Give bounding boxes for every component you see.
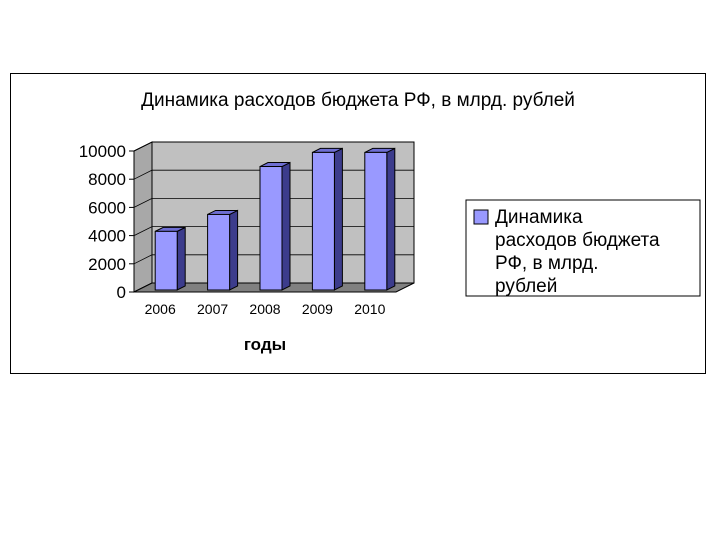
bar bbox=[154, 230, 178, 291]
bar bbox=[207, 213, 231, 291]
side-wall bbox=[133, 141, 153, 293]
bar bbox=[311, 151, 335, 291]
x-axis-label: годы bbox=[244, 335, 286, 354]
legend-line-4: рублей bbox=[495, 276, 557, 297]
legend-line-3: РФ, в млрд. bbox=[495, 253, 598, 274]
y-tick-label: 4000 bbox=[88, 227, 126, 246]
legend-line-2: расходов бюджета bbox=[495, 230, 660, 251]
legend: Динамика расходов бюджета РФ, в млрд. ру… bbox=[465, 199, 701, 297]
y-tick-label: 6000 bbox=[88, 198, 126, 217]
legend-line-1: Динамика bbox=[495, 207, 583, 228]
x-tick-label: 2010 bbox=[354, 301, 385, 317]
y-tick-label: 8000 bbox=[88, 170, 126, 189]
bar-side bbox=[176, 226, 186, 291]
gridline bbox=[133, 141, 414, 152]
bar-side bbox=[281, 161, 291, 291]
x-tick-label: 2008 bbox=[249, 301, 280, 317]
bar-side bbox=[229, 209, 239, 291]
bar bbox=[259, 166, 283, 291]
legend-box bbox=[465, 199, 701, 297]
bar-side bbox=[333, 147, 343, 291]
x-tick-label: 2009 bbox=[302, 301, 333, 317]
chart-title: Динамика расходов бюджета РФ, в млрд. ру… bbox=[141, 90, 575, 111]
y-tick-label: 2000 bbox=[88, 255, 126, 274]
plot-area: 0 2000 4000 6000 8000 10000 2006 2007 2008 2009 20… bbox=[79, 141, 415, 317]
y-tick-label: 0 bbox=[117, 283, 126, 302]
x-tick-label: 2007 bbox=[197, 301, 228, 317]
bar bbox=[364, 151, 388, 291]
legend-swatch bbox=[473, 209, 489, 225]
bar-side bbox=[386, 147, 396, 291]
x-tick-label: 2006 bbox=[145, 301, 176, 317]
y-tick-label: 10000 bbox=[79, 142, 126, 161]
